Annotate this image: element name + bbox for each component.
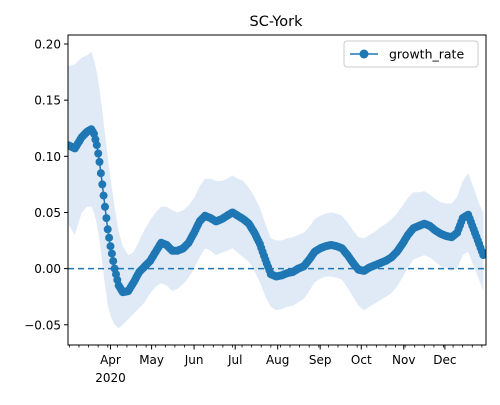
data-point (102, 214, 111, 223)
x-tick-label: Aug (266, 353, 289, 367)
y-tick-label: 0.20 (34, 37, 61, 51)
y-tick-label: 0.10 (34, 150, 61, 164)
x-tick-label: Sep (309, 353, 332, 367)
y-tick-label: 0.00 (34, 262, 61, 276)
legend: growth_rate (343, 40, 479, 68)
x-tick-label: Apr (100, 353, 121, 367)
y-tick-label: 0.05 (34, 206, 61, 220)
x-tick-label: Jun (184, 353, 204, 367)
x-tick-label: Nov (392, 353, 415, 367)
x-tick-label: Dec (433, 353, 456, 367)
plot-area (68, 51, 486, 329)
x-tick-label: Jul (227, 353, 242, 367)
axes: 0.20 0.15 0.10 0.05 0.00 −0.05 Apr May Jun Jul Aug… (24, 34, 487, 385)
growth-rate-markers (68, 125, 486, 297)
data-point (92, 141, 101, 150)
data-point (479, 251, 486, 260)
legend-marker-icon (359, 49, 369, 59)
x-tick-label: May (139, 353, 164, 367)
x-tick-label: Oct (351, 353, 372, 367)
data-point (99, 191, 108, 200)
x-year-label: 2020 (95, 371, 126, 385)
y-tick-label: −0.05 (24, 318, 61, 332)
chart-title: SC-York (249, 14, 303, 30)
data-point (109, 257, 118, 266)
legend-box (343, 40, 479, 68)
confidence-band (68, 51, 484, 329)
data-point (106, 242, 115, 251)
data-point (101, 202, 109, 211)
data-point (94, 149, 103, 158)
legend-label: growth_rate (389, 47, 464, 62)
data-point (98, 180, 107, 189)
data-point (107, 249, 116, 258)
data-point (95, 157, 104, 166)
y-tick-label: 0.15 (34, 94, 61, 108)
data-point (105, 233, 114, 242)
data-point (96, 169, 105, 178)
axes-frame (67, 34, 487, 346)
data-point (103, 225, 112, 234)
